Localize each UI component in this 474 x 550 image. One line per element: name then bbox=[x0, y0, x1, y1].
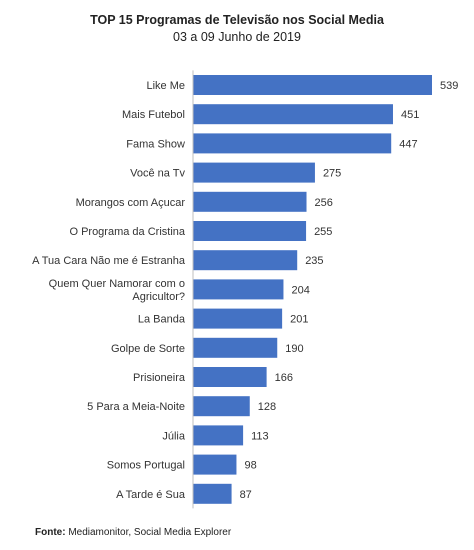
bar-mais-futebol bbox=[193, 104, 393, 125]
value-label-julia: 113 bbox=[251, 430, 269, 442]
category-label-line: Like Me bbox=[146, 80, 185, 92]
bars-layer: 539 Like Me 451 Mais Futebol 447 Fama Show 275… bbox=[32, 75, 458, 504]
bar-chart: 539 Like Me 451 Mais Futebol 447 Fama Show 275… bbox=[32, 70, 458, 509]
value-label-la-banda: 201 bbox=[290, 314, 308, 326]
category-label-mais-futebol: Mais Futebol bbox=[122, 109, 185, 121]
bar-quem-quer-namorar-com-o-agricultor bbox=[193, 279, 284, 300]
category-label-line: Júlia bbox=[162, 430, 186, 442]
category-label-line: A Tarde é Sua bbox=[116, 489, 186, 501]
category-label-line: Prisioneira bbox=[133, 372, 186, 384]
category-label-golpe-de-sorte: Golpe de Sorte bbox=[111, 343, 185, 355]
bar-morangos-com-acucar bbox=[193, 191, 307, 212]
source-text: Mediamonitor, Social Media Explorer bbox=[65, 527, 232, 538]
value-label-morangos-com-acucar: 256 bbox=[315, 197, 333, 209]
bar-like-me bbox=[193, 75, 432, 95]
value-label-fama-show: 447 bbox=[399, 138, 417, 150]
value-label-5-para-a-meia-noite: 128 bbox=[258, 401, 276, 413]
bar-golpe-de-sorte bbox=[193, 337, 278, 358]
category-label-line: Mais Futebol bbox=[122, 109, 185, 121]
bar-a-tua-cara-nao-me-e-estranha bbox=[193, 250, 298, 271]
category-label-5-para-a-meia-noite: 5 Para a Meia-Noite bbox=[87, 401, 185, 413]
source-label: Fonte: bbox=[35, 527, 66, 538]
bar-5-para-a-meia-noite bbox=[193, 396, 250, 417]
category-label-julia: Júlia bbox=[162, 430, 186, 442]
bar-la-banda bbox=[193, 308, 283, 329]
category-label-a-tua-cara-nao-me-e-estranha: A Tua Cara Não me é Estranha bbox=[32, 255, 186, 267]
bar-voce-na-tv bbox=[193, 162, 315, 183]
bar-o-programa-da-cristina bbox=[193, 221, 307, 241]
category-label-o-programa-da-cristina: O Programa da Cristina bbox=[69, 226, 185, 238]
category-label-voce-na-tv: Você na Tv bbox=[130, 168, 185, 180]
category-label-line: Você na Tv bbox=[130, 168, 185, 180]
bar-fama-show bbox=[193, 133, 392, 154]
source-note: Fonte: Mediamonitor, Social Media Explor… bbox=[35, 527, 231, 538]
value-label-prisioneira: 166 bbox=[275, 372, 293, 384]
category-label-morangos-com-acucar: Morangos com Açucar bbox=[76, 197, 186, 209]
category-label-line: Somos Portugal bbox=[107, 460, 185, 472]
category-label-line: Morangos com Açucar bbox=[76, 197, 186, 209]
value-label-like-me: 539 bbox=[440, 80, 458, 92]
value-label-somos-portugal: 98 bbox=[244, 460, 256, 472]
category-label-line: Agricultor? bbox=[132, 291, 185, 303]
value-label-voce-na-tv: 275 bbox=[323, 168, 341, 180]
value-label-golpe-de-sorte: 190 bbox=[285, 343, 303, 355]
category-label-line: A Tua Cara Não me é Estranha bbox=[32, 255, 186, 267]
bar-somos-portugal bbox=[193, 454, 237, 475]
category-label-a-tarde-e-sua: A Tarde é Sua bbox=[116, 489, 186, 501]
chart-subtitle: 03 a 09 Junho de 2019 bbox=[173, 30, 301, 44]
bar-prisioneira bbox=[193, 367, 267, 387]
bar-a-tarde-e-sua bbox=[193, 483, 232, 504]
category-label-line: Fama Show bbox=[126, 138, 185, 150]
category-label-quem-quer-namorar-com-o-agricultor: Quem Quer Namorar com o Agricultor? bbox=[49, 278, 185, 303]
value-label-a-tua-cara-nao-me-e-estranha: 235 bbox=[305, 255, 323, 267]
value-label-mais-futebol: 451 bbox=[401, 109, 419, 121]
category-label-prisioneira: Prisioneira bbox=[133, 372, 186, 384]
value-label-o-programa-da-cristina: 255 bbox=[314, 226, 332, 238]
category-label-la-banda: La Banda bbox=[138, 314, 186, 326]
category-label-somos-portugal: Somos Portugal bbox=[107, 460, 185, 472]
category-label-line: 5 Para a Meia-Noite bbox=[87, 401, 185, 413]
value-label-quem-quer-namorar-com-o-agricultor: 204 bbox=[291, 284, 309, 296]
category-label-like-me: Like Me bbox=[146, 80, 185, 92]
category-label-fama-show: Fama Show bbox=[126, 138, 185, 150]
category-label-line: Quem Quer Namorar com o bbox=[49, 278, 185, 290]
category-label-line: Golpe de Sorte bbox=[111, 343, 185, 355]
category-label-line: O Programa da Cristina bbox=[69, 226, 185, 238]
category-label-line: La Banda bbox=[138, 314, 186, 326]
bar-julia bbox=[193, 425, 244, 446]
chart-title: TOP 15 Programas de Televisão nos Social… bbox=[90, 13, 384, 27]
value-label-a-tarde-e-sua: 87 bbox=[240, 489, 252, 501]
